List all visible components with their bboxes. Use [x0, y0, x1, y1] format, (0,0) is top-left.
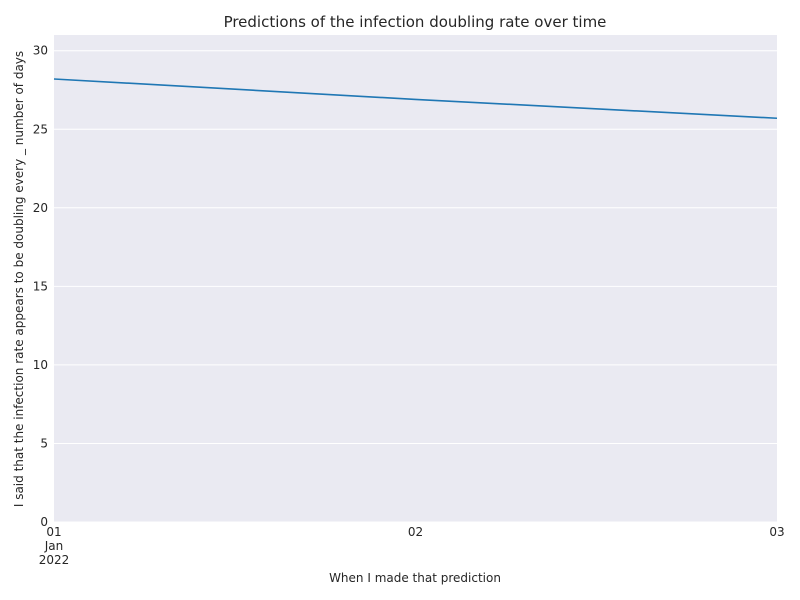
y-tick-label: 25 [33, 122, 48, 136]
y-tick-label: 20 [33, 201, 48, 215]
y-tick-label: 30 [33, 44, 48, 58]
y-axis-label: I said that the infection rate appears t… [12, 51, 26, 507]
y-tick-label: 5 [40, 436, 48, 450]
grid [54, 50, 777, 523]
y-tick-label: 0 [40, 515, 48, 529]
x-tick-label: 02 [408, 525, 423, 539]
series-line [53, 78, 778, 120]
x-axis-ticks: 01 Jan 2022 02 03 [39, 525, 785, 567]
series-layer [53, 78, 778, 120]
x-axis-label: When I made that prediction [329, 571, 501, 585]
x-tick-label: 03 [769, 525, 784, 539]
plot-area [54, 35, 777, 522]
y-axis-ticks: 0 5 10 15 20 25 30 [33, 44, 48, 529]
y-tick-label: 15 [33, 279, 48, 293]
chart-title: Predictions of the infection doubling ra… [224, 13, 607, 31]
x-tick-label: 01 Jan 2022 [39, 525, 70, 567]
y-tick-label: 10 [33, 358, 48, 372]
